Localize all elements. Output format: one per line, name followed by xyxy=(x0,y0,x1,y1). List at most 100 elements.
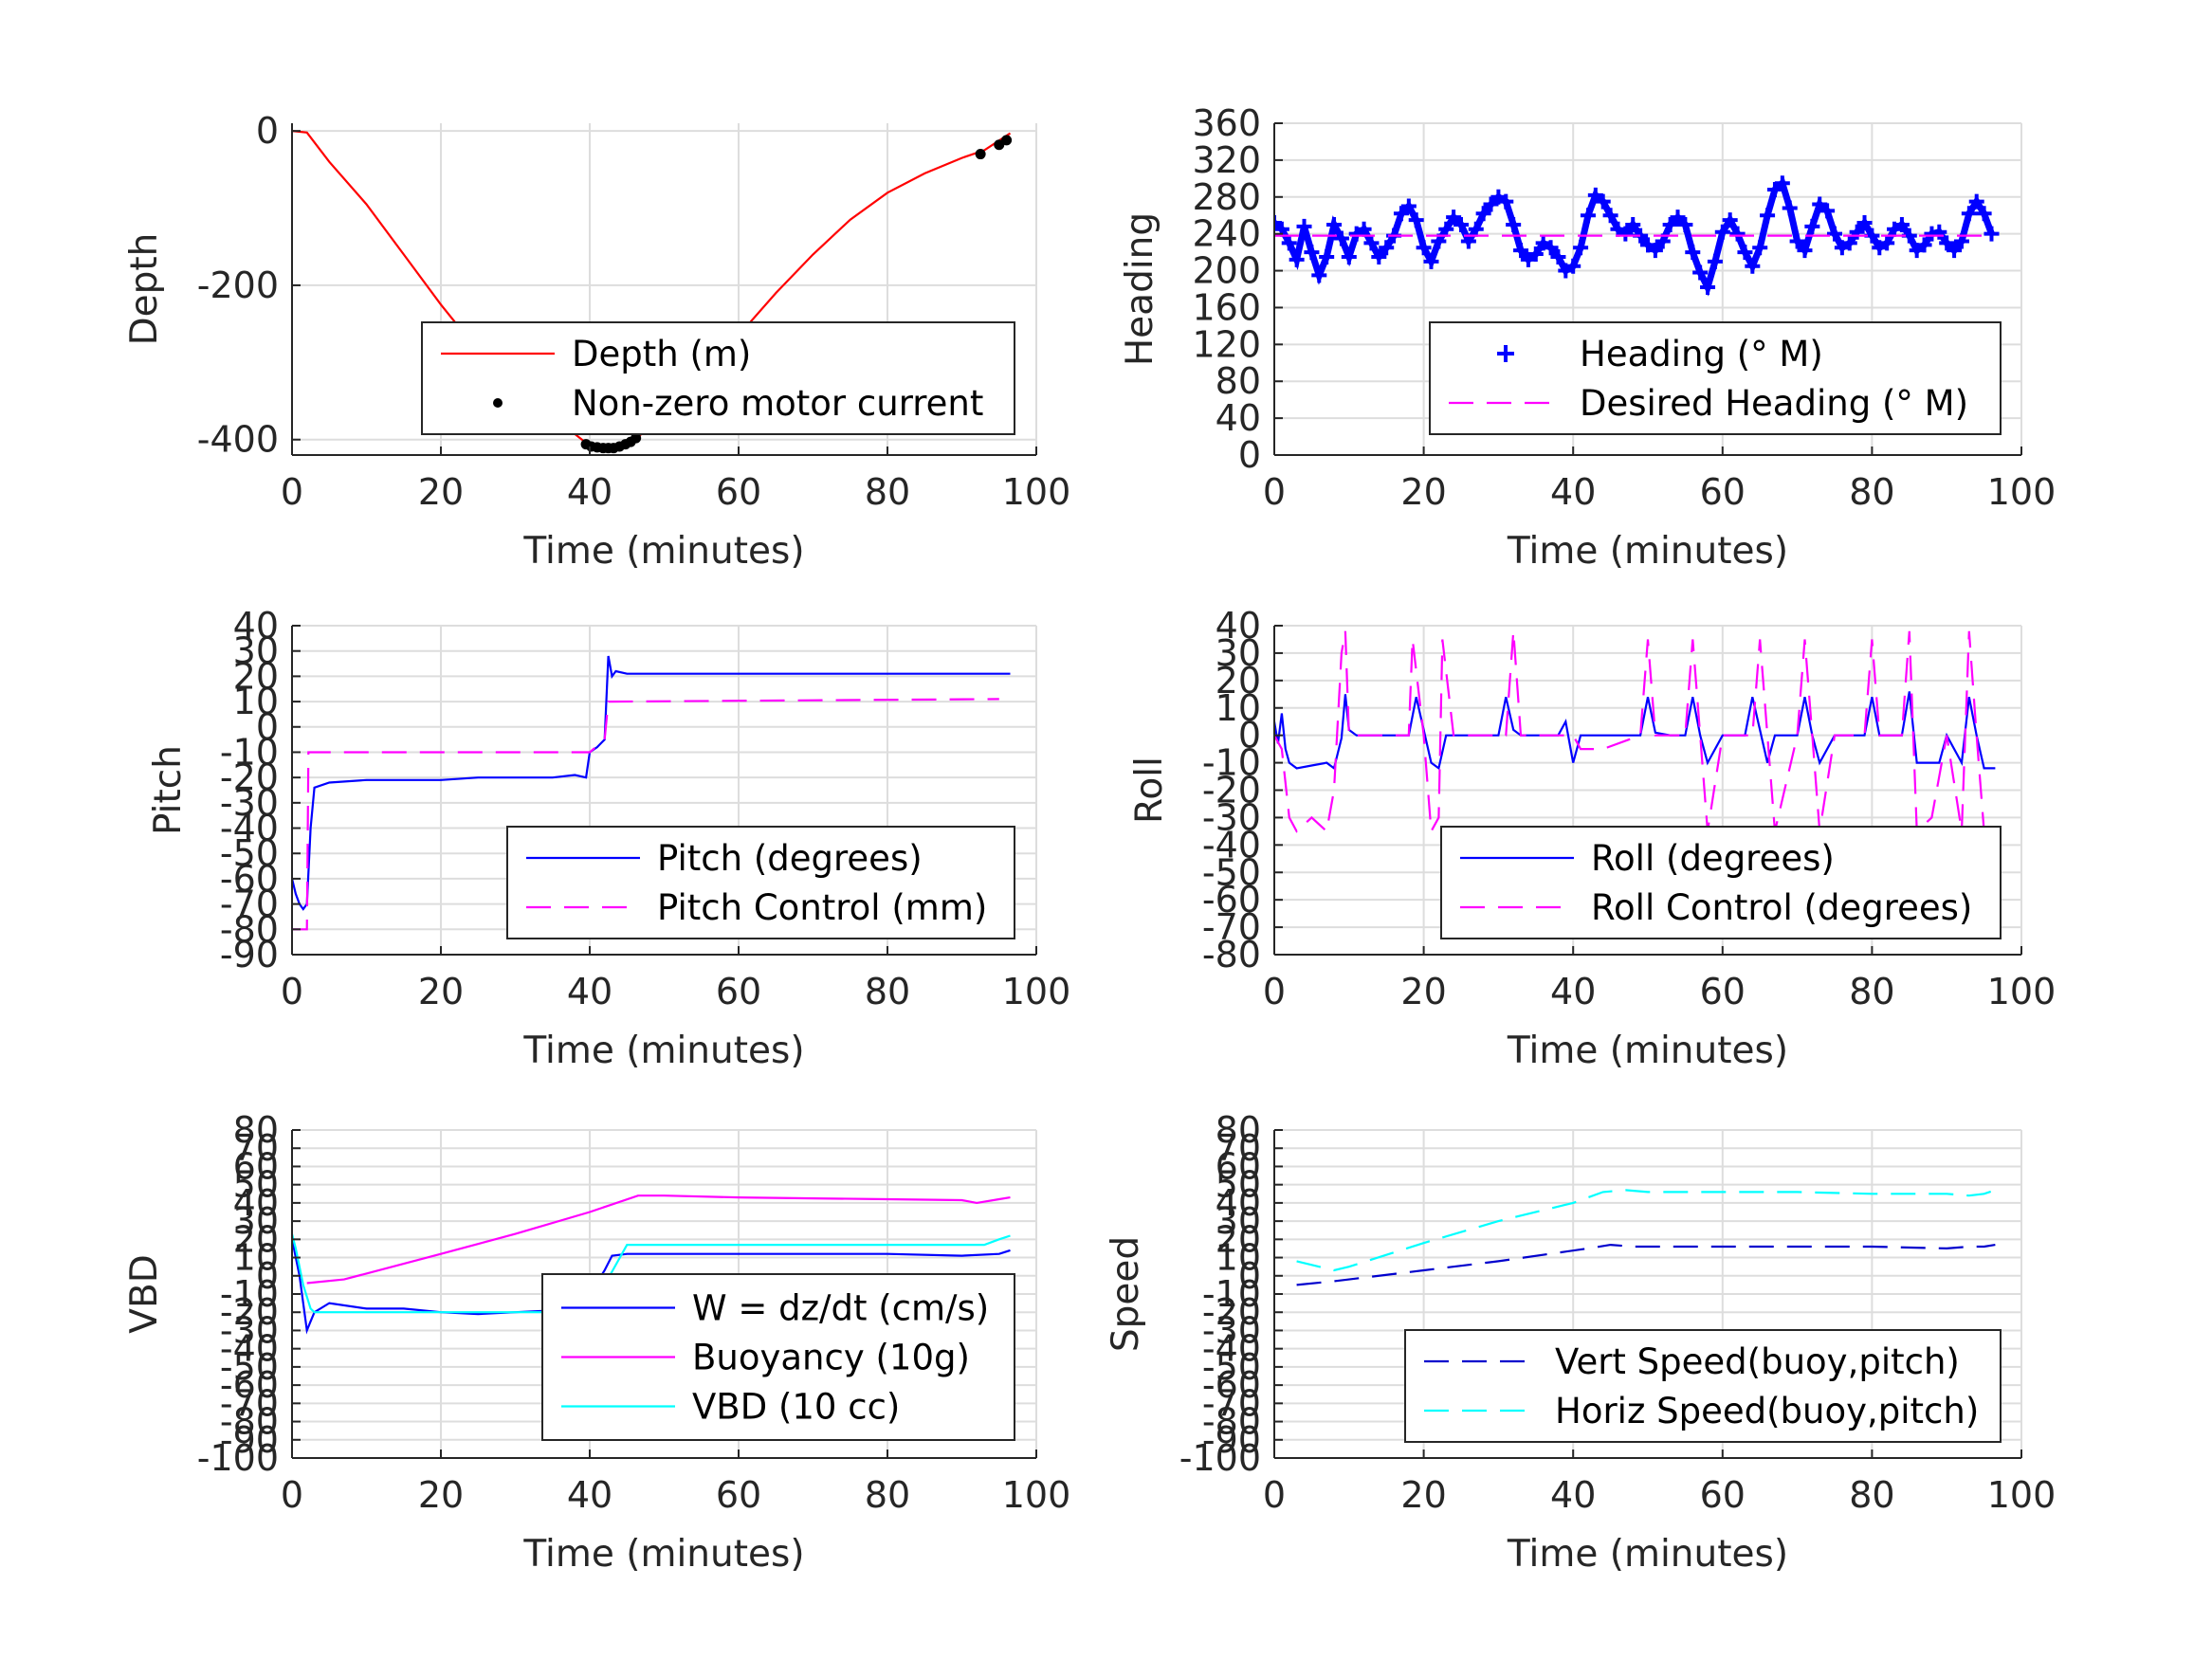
legend: Vert Speed(buoy,pitch) Horiz Speed(buoy,p… xyxy=(1404,1329,2002,1443)
y-tick-label: 200 xyxy=(1192,250,1261,292)
series-1-marker xyxy=(1565,258,1581,274)
series-1-line xyxy=(1296,1243,1996,1286)
series-1-marker xyxy=(1356,221,1372,237)
y-tick-label: -90 xyxy=(220,1419,279,1461)
series-1-marker xyxy=(1647,243,1663,259)
x-tick-label: 60 xyxy=(716,1474,761,1516)
data-area xyxy=(292,130,1013,454)
y-tick-label: -50 xyxy=(1202,851,1261,893)
y-tick-label: -40 xyxy=(1202,1328,1261,1370)
x-tick-label: 20 xyxy=(1400,471,1446,513)
y-tick-label: 10 xyxy=(233,681,279,722)
series-1-marker xyxy=(1513,243,1529,259)
legend-label: Vert Speed(buoy,pitch) xyxy=(1555,1341,1960,1382)
x-axis-label: Time (minutes) xyxy=(522,1030,804,1072)
x-tick-label: 80 xyxy=(865,471,910,513)
series-1-marker xyxy=(1947,243,1963,259)
series-2-point xyxy=(994,139,1005,151)
x-tick-label: 60 xyxy=(716,471,761,513)
series-2-point xyxy=(631,432,642,444)
legend-box xyxy=(506,826,1015,939)
series-2-line xyxy=(306,1194,1011,1285)
series-1-marker xyxy=(1416,240,1432,256)
y-tick-label: 320 xyxy=(1192,139,1261,181)
series-1-marker xyxy=(1729,226,1746,242)
series-1-marker xyxy=(1789,233,1805,249)
series-1-marker xyxy=(1408,212,1424,228)
y-tick-label: -10 xyxy=(220,731,279,773)
x-tick-label: 40 xyxy=(1550,471,1596,513)
y-tick-label: 80 xyxy=(233,1109,279,1151)
legend: Heading (° M) Desired Heading (° M) xyxy=(1429,321,2002,435)
series-1-marker xyxy=(1849,224,1865,240)
legend-label: W = dz/dt (cm/s) xyxy=(692,1288,989,1329)
series-1-marker xyxy=(1296,218,1312,234)
y-tick-label: -40 xyxy=(1202,824,1261,866)
legend-label: Roll Control (degrees) xyxy=(1591,887,1972,928)
y-tick-label: 10 xyxy=(1216,1237,1261,1279)
y-tick-label: 0 xyxy=(1238,434,1261,476)
x-tick-label: 40 xyxy=(1550,1474,1596,1516)
x-axis-label: Time (minutes) xyxy=(1507,1030,1788,1072)
y-tick-label: 0 xyxy=(1238,715,1261,757)
series-1-marker xyxy=(1498,193,1514,210)
y-tick-label: -50 xyxy=(220,832,279,874)
series-1-marker xyxy=(1379,240,1395,256)
y-tick-label: -20 xyxy=(220,757,279,798)
series-1-marker xyxy=(1737,245,1753,261)
series-1-marker xyxy=(1685,245,1701,261)
x-tick-label: 20 xyxy=(418,471,464,513)
y-tick-label: 0 xyxy=(1238,1255,1261,1297)
legend-box xyxy=(1440,826,2002,939)
series-1-marker xyxy=(1625,216,1641,232)
series-1-marker xyxy=(1393,206,1409,222)
x-tick-label: 40 xyxy=(567,1474,612,1516)
x-tick-label: 60 xyxy=(716,971,761,1012)
x-tick-label: 20 xyxy=(418,1474,464,1516)
x-tick-label: 80 xyxy=(1849,1474,1894,1516)
legend-label: Heading (° M) xyxy=(1580,334,1823,374)
x-tick-label: 80 xyxy=(1849,471,1894,513)
series-1-marker xyxy=(1856,215,1873,230)
legend-box xyxy=(1404,1329,2002,1443)
x-tick-label: 60 xyxy=(1700,1474,1746,1516)
series-2-point xyxy=(1001,135,1013,146)
y-tick-label: 30 xyxy=(233,1200,279,1242)
series-1-marker xyxy=(1745,258,1761,274)
series-1-marker xyxy=(1804,218,1820,234)
y-tick-label: 40 xyxy=(233,605,279,647)
y-tick-label: -30 xyxy=(220,1309,279,1351)
x-tick-label: 20 xyxy=(1400,1474,1446,1516)
x-tick-label: 0 xyxy=(1263,471,1286,513)
series-1-marker xyxy=(1968,193,1984,210)
y-tick-label: -20 xyxy=(1202,1291,1261,1333)
legend: Roll (degrees) Roll Control (degrees) xyxy=(1440,826,2002,939)
series-1-marker xyxy=(1453,216,1469,232)
y-tick-label: 40 xyxy=(233,1182,279,1224)
series-1-marker xyxy=(1976,206,1992,222)
series-1-marker xyxy=(1319,248,1335,264)
y-tick-label: 80 xyxy=(1216,1109,1261,1151)
series-1-marker xyxy=(1341,248,1357,264)
y-tick-label: 280 xyxy=(1192,176,1261,218)
y-tick-label: -30 xyxy=(220,782,279,824)
y-tick-label: 20 xyxy=(1216,1218,1261,1260)
y-tick-label: -60 xyxy=(1202,879,1261,921)
series-1-marker xyxy=(1311,267,1327,283)
legend-label: Buoyancy (10g) xyxy=(692,1338,970,1378)
subplot-4: 0 20 40 60 80 100403020100-10-20-30-40-50-60-… xyxy=(1128,605,2056,1072)
series-1-marker xyxy=(1722,212,1738,228)
data-area xyxy=(292,655,1011,931)
legend: Depth (m) Non-zero motor current xyxy=(421,321,1015,435)
y-tick-label: -400 xyxy=(197,419,279,461)
series-2-line xyxy=(292,698,999,931)
x-tick-label: 100 xyxy=(1987,971,2057,1012)
legend: W = dz/dt (cm/s) Buoyancy (10g) VBD (10 cc… xyxy=(541,1273,1015,1441)
y-tick-label: -80 xyxy=(220,1401,279,1443)
series-1-marker xyxy=(1506,216,1522,232)
series-1-marker xyxy=(1438,221,1454,237)
legend-label: VBD (10 cc) xyxy=(692,1387,900,1428)
subplot-1: 0 20 40 60 80 100 0 -200 -400 Time (minutes) Depth… xyxy=(123,110,1070,573)
series-1-marker xyxy=(1573,240,1589,256)
y-tick-label: -80 xyxy=(1202,1401,1261,1443)
